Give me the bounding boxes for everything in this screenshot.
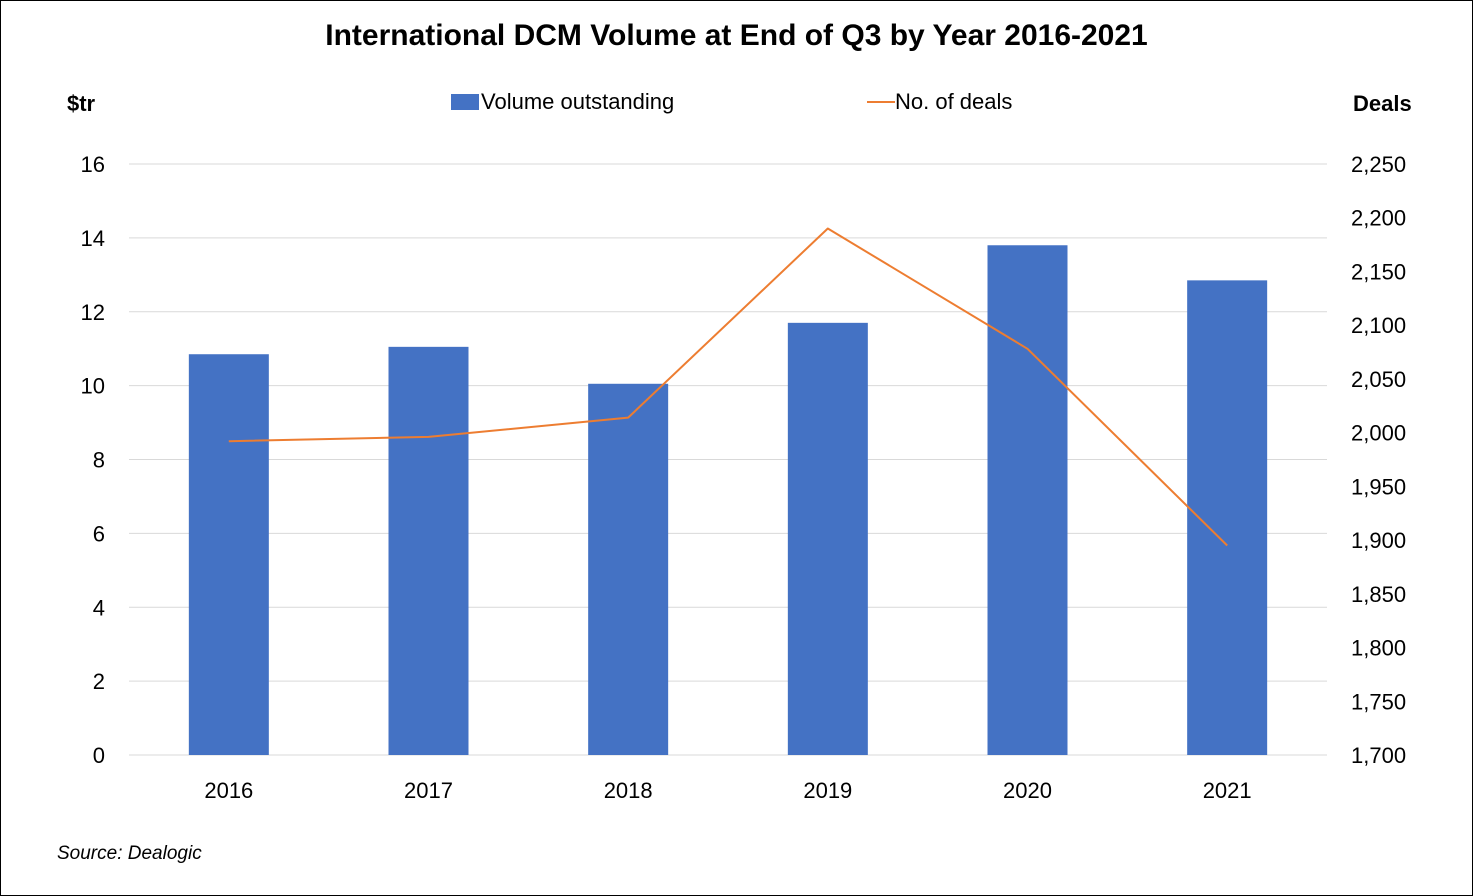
left-axis-tick-label: 10 xyxy=(81,374,105,399)
bar-volume-2021 xyxy=(1187,280,1268,755)
bar-volume-2019 xyxy=(787,322,868,755)
bar-volume-2020 xyxy=(987,245,1068,755)
left-axis-tick-label: 4 xyxy=(93,595,105,620)
x-axis-tick-label: 2016 xyxy=(204,778,253,803)
right-axis-tick-label: 2,000 xyxy=(1351,421,1406,446)
left-axis-tick-label: 6 xyxy=(93,521,105,546)
x-axis-tick-label: 2019 xyxy=(803,778,852,803)
right-axis-tick-label: 1,800 xyxy=(1351,636,1406,661)
left-axis-tick-label: 16 xyxy=(81,152,105,177)
x-axis-tick-label: 2018 xyxy=(604,778,653,803)
bar-volume-2016 xyxy=(188,354,269,755)
right-axis-tick-label: 1,850 xyxy=(1351,582,1406,607)
legend-item-volume: Volume outstanding xyxy=(451,89,674,115)
right-axis-tick-label: 1,950 xyxy=(1351,474,1406,499)
legend-label-volume: Volume outstanding xyxy=(481,89,675,114)
left-axis-tick-label: 8 xyxy=(93,448,105,473)
left-axis-tick-label: 2 xyxy=(93,669,105,694)
source-note: Source: Dealogic xyxy=(57,843,202,864)
left-axis-tick-label: 14 xyxy=(81,226,105,251)
legend-label-deals: No. of deals xyxy=(895,89,1013,114)
x-axis-tick-label: 2021 xyxy=(1203,778,1252,803)
left-axis-tick-label: 12 xyxy=(81,300,105,325)
right-axis-tick-label: 1,900 xyxy=(1351,528,1406,553)
legend: Volume outstanding No. of deals xyxy=(1,89,1472,119)
right-axis-unit: Deals xyxy=(1353,91,1412,116)
right-axis-tick-label: 2,150 xyxy=(1351,259,1406,284)
chart-title: International DCM Volume at End of Q3 by… xyxy=(325,19,1148,52)
right-axis-tick-label: 2,250 xyxy=(1351,152,1406,177)
legend-swatch-bar xyxy=(451,94,479,110)
line-no-of-deals xyxy=(228,227,1228,547)
right-axis-tick-label: 2,050 xyxy=(1351,367,1406,392)
left-axis-unit: $tr xyxy=(67,91,96,116)
left-axis-tick-label: 0 xyxy=(93,743,105,768)
legend-swatch-line xyxy=(867,101,895,103)
legend-item-deals: No. of deals xyxy=(867,89,1012,115)
x-axis-tick-label: 2017 xyxy=(404,778,453,803)
bar-volume-2018 xyxy=(588,383,669,755)
right-axis-tick-label: 1,700 xyxy=(1351,743,1406,768)
x-axis-tick-label: 2020 xyxy=(1003,778,1052,803)
bar-volume-2017 xyxy=(388,346,469,755)
right-axis-tick-label: 1,750 xyxy=(1351,689,1406,714)
right-axis-tick-label: 2,100 xyxy=(1351,313,1406,338)
right-axis-tick-label: 2,200 xyxy=(1351,206,1406,231)
